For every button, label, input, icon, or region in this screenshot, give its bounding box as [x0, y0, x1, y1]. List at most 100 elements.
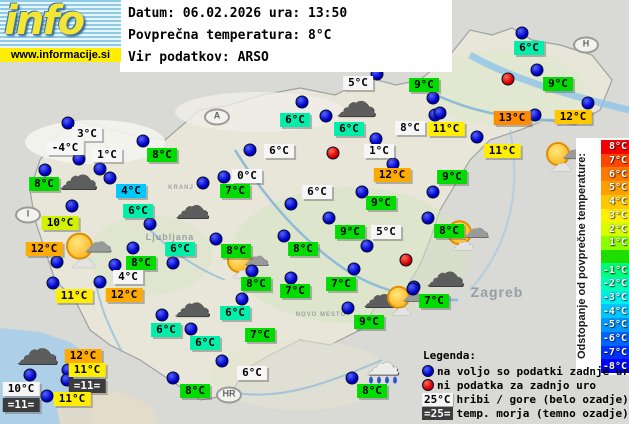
station-temp-label: 6°C	[151, 323, 181, 337]
station-temp-label: 6°C	[190, 336, 220, 350]
station-dot-blue	[319, 109, 333, 123]
station-temp-label: 5°C	[343, 76, 373, 90]
station-temp-label: 6°C	[123, 204, 153, 218]
station-dot-blue	[347, 262, 361, 276]
scale-band: -3°C	[601, 290, 629, 305]
scale-band	[601, 249, 629, 264]
station-dot-blue	[530, 63, 544, 77]
station-temp-label: 11°C	[68, 363, 106, 377]
station-temp-label: 9°C	[437, 170, 467, 184]
station-temp-label: 8°C	[434, 224, 464, 238]
legend-item: na voljo so podatki zadnje ure	[422, 364, 629, 378]
station-temp-label: 12°C	[64, 349, 102, 363]
legend-red-dot-icon	[422, 379, 437, 391]
legend-item: =25= temp. morja (temno ozadje)	[422, 406, 629, 420]
station-temp-label: 9°C	[409, 78, 439, 92]
station-dot-blue	[155, 308, 169, 322]
station-dot-red	[326, 146, 340, 160]
station-dot-red	[399, 253, 413, 267]
legend: Legenda: na voljo so podatki zadnje ure n…	[422, 349, 629, 420]
station-dot-blue	[284, 197, 298, 211]
station-dot-blue	[528, 108, 542, 122]
city-label: NOVO MESTO	[295, 312, 347, 318]
station-temp-label: 8°C	[241, 277, 271, 291]
city-label: Ljubljana	[145, 232, 195, 242]
station-dot-blue	[23, 368, 37, 382]
scale-band: -6°C	[601, 331, 629, 346]
station-temp-label: 8°C	[395, 121, 425, 135]
station-temp-label: 3°C	[72, 127, 102, 141]
station-temp-label: 4°C	[116, 184, 146, 198]
station-temp-label: 7°C	[326, 277, 356, 291]
station-temp-label: 6°C	[264, 144, 294, 158]
station-dot-blue	[426, 185, 440, 199]
station-temp-label: 6°C	[302, 185, 332, 199]
scale-band: -8°C	[601, 359, 629, 373]
station-dot-blue	[355, 185, 369, 199]
header-avgtemp-line: Povprečna temperatura: 8°C	[128, 28, 332, 43]
station-temp-label: 12°C	[554, 110, 592, 124]
road-sign-h: H	[573, 36, 599, 54]
header-date-line: Datum: 06.02.2026 ura: 13:50	[128, 6, 348, 21]
scale-band: 2°C	[601, 222, 629, 236]
legend-item: 25°C hribi / gore (belo ozadje)	[422, 392, 629, 406]
station-dot-blue	[215, 354, 229, 368]
scale-band: -2°C	[601, 277, 629, 291]
legend-mountain-box: 25°C	[422, 392, 453, 406]
station-dot-blue	[345, 371, 359, 385]
scale-band: 6°C	[601, 167, 629, 182]
station-dot-blue	[581, 96, 595, 110]
station-dot-blue	[166, 371, 180, 385]
info-logo-stripes	[0, 0, 121, 48]
station-dot-blue	[295, 95, 309, 109]
station-dot-blue	[65, 199, 79, 213]
station-temp-label: 8°C	[29, 177, 59, 191]
station-temp-label: 6°C	[165, 242, 195, 256]
station-temp-label: 9°C	[543, 77, 573, 91]
road-sign-a: A	[204, 108, 230, 126]
info-logo[interactable]: info www.informacije.si	[0, 0, 121, 62]
station-dot-blue	[406, 282, 420, 296]
info-logo-url[interactable]: www.informacije.si	[0, 48, 121, 62]
header-source-line: Vir podatkov: ARSO	[128, 50, 269, 65]
road-sign-i: I	[15, 206, 41, 224]
temperature-deviation-scale: 8°C 7°C 6°C 5°C 4°C 3°C 2°C 1°C -1°C -2°C -3°C -4°C…	[601, 140, 629, 373]
station-temp-label: 9°C	[354, 315, 384, 329]
scale-band: 3°C	[601, 208, 629, 223]
station-dot-blue	[360, 239, 374, 253]
scale-band: -5°C	[601, 318, 629, 332]
legend-title: Legenda:	[423, 349, 476, 362]
header-background	[120, 0, 452, 72]
station-temp-label: 8°C	[357, 384, 387, 398]
station-dot-blue	[433, 106, 447, 120]
station-dot-blue	[136, 134, 150, 148]
station-dot-blue	[93, 162, 107, 176]
scale-title: Odstopanje od povprečne temperature:	[576, 153, 588, 360]
station-dot-blue	[209, 232, 223, 246]
station-dot-blue	[126, 241, 140, 255]
station-temp-label: 8°C	[288, 242, 318, 256]
station-dot-blue	[217, 170, 231, 184]
road-sign-hr: HR	[216, 386, 242, 404]
station-temp-label: 13°C	[493, 111, 531, 125]
scale-band: 5°C	[601, 181, 629, 195]
scale-band: 8°C	[601, 140, 629, 154]
station-temp-label: 8°C	[180, 384, 210, 398]
station-dot-blue	[426, 91, 440, 105]
station-dot-blue	[40, 389, 54, 403]
scale-band: 1°C	[601, 235, 629, 250]
station-temp-label: 0°C	[232, 169, 262, 183]
station-temp-label: 6°C	[237, 366, 267, 380]
station-temp-label: 7°C	[280, 284, 310, 298]
station-temp-label: 8°C	[221, 244, 251, 258]
legend-sea-box: =25=	[422, 406, 453, 420]
station-temp-label: 12°C	[373, 168, 411, 182]
legend-item-text: hribi / gore (belo ozadje)	[456, 392, 629, 406]
station-temp-label: 1°C	[364, 144, 394, 158]
station-temp-label: 6°C	[220, 306, 250, 320]
station-temp-label: 1°C	[92, 148, 122, 162]
station-dot-blue	[184, 322, 198, 336]
station-dot-blue	[284, 271, 298, 285]
station-dot-blue	[341, 301, 355, 315]
scale-band: 7°C	[601, 153, 629, 168]
